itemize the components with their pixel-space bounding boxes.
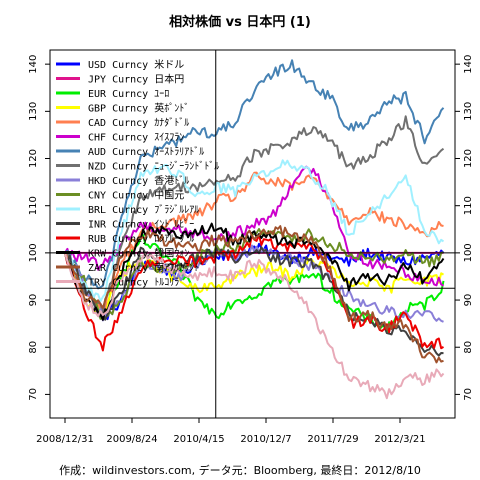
y-tick-label-right: 140	[463, 55, 474, 74]
legend-label: INR Curncy ｲﾝﾄﾞﾙﾋﾟｰ	[88, 219, 194, 231]
chart-title: 相対株価 vs 日本円 (1)	[169, 14, 311, 30]
legend-label: JPY Curncy 日本円	[88, 73, 184, 86]
legend-label: BRL Curncy ﾌﾞﾗｼﾞﾙﾚｱﾙ	[88, 204, 199, 216]
legend-label: AUD Curncy ｵｰｽﾄﾗﾘｱﾄﾞﾙ	[88, 146, 204, 158]
legend-label: CNY Curncy 中国元	[88, 189, 184, 202]
y-tick-label-right: 70	[463, 388, 474, 401]
legend-label: KRW Curncy 韓国ｳｫﾝ	[88, 248, 189, 260]
y-tick-label-left: 120	[28, 149, 39, 168]
series-line	[64, 171, 444, 311]
legend-label: NZD Curncy ﾆｭｰｼﾞｰﾗﾝﾄﾞﾄﾞﾙ	[88, 161, 219, 173]
x-tick-label: 2012/3/21	[374, 434, 425, 445]
y-tick-label-left: 100	[28, 243, 39, 262]
y-tick-label-left: 70	[28, 388, 39, 401]
y-tick-label-right: 130	[463, 102, 474, 121]
x-tick-label: 2011/7/29	[307, 434, 358, 445]
x-tick-label: 2010/12/7	[240, 434, 291, 445]
series-line	[64, 59, 445, 290]
y-tick-label-right: 110	[463, 196, 474, 215]
series-line	[64, 115, 445, 315]
y-tick-label-left: 110	[28, 196, 39, 215]
x-tick-label: 2008/12/31	[36, 434, 94, 445]
legend-label: ZAR Curncy 南ｱﾌﾘｶﾗﾝﾄﾞ	[88, 261, 204, 274]
legend-label: HKD Curncy 香港ﾄﾞﾙ	[88, 175, 189, 187]
legend-label: TRY Curncy ﾄﾙｺﾘﾗ	[88, 278, 179, 289]
x-tick-label: 2009/8/24	[106, 434, 157, 445]
y-tick-label-right: 100	[463, 243, 474, 262]
legend: USD Curncy 米ドル JPY Curncy 日本円 EUR Curncy ﾕ…	[56, 58, 219, 289]
y-tick-label-right: 120	[463, 149, 474, 168]
legend-label: CAD Curncy ｶﾅﾀﾞﾄﾞﾙ	[88, 117, 189, 129]
series-line	[64, 225, 444, 364]
legend-label: EUR Curncy ﾕｰﾛ	[88, 89, 169, 100]
y-tick-label-left: 80	[28, 341, 39, 354]
chart-footer: 作成：wildinvestors.com, データ元：Bloomberg, 最終…	[59, 463, 421, 477]
series-line	[64, 222, 445, 321]
axes: 70 70 80 80 90 90 100 100 110 110 120 120 130 130 140 1…	[28, 49, 474, 445]
series-line	[64, 159, 445, 303]
y-tick-label-left: 90	[28, 294, 39, 307]
series-line	[64, 165, 445, 287]
series-line	[64, 252, 444, 318]
y-tick-label-right: 80	[463, 341, 474, 354]
y-tick-label-right: 90	[463, 294, 474, 307]
legend-label: GBP Curncy 英ﾎﾟﾝﾄﾞ	[88, 102, 189, 115]
plot-frame	[49, 49, 456, 419]
legend-label: USD Curncy 米ドル	[88, 58, 184, 71]
plot-area	[50, 50, 455, 418]
legend-label: RUB Curncy ﾛｼｱﾙｰﾌﾞﾙ	[88, 233, 194, 245]
series-line	[64, 252, 445, 400]
y-tick-label-left: 130	[28, 102, 39, 121]
legend-label: CHF Curncy ｽｲｽﾌﾗﾝ	[88, 133, 184, 144]
x-tick-label: 2010/4/15	[173, 434, 224, 445]
series-line	[64, 228, 444, 320]
y-tick-label-left: 140	[28, 55, 39, 74]
